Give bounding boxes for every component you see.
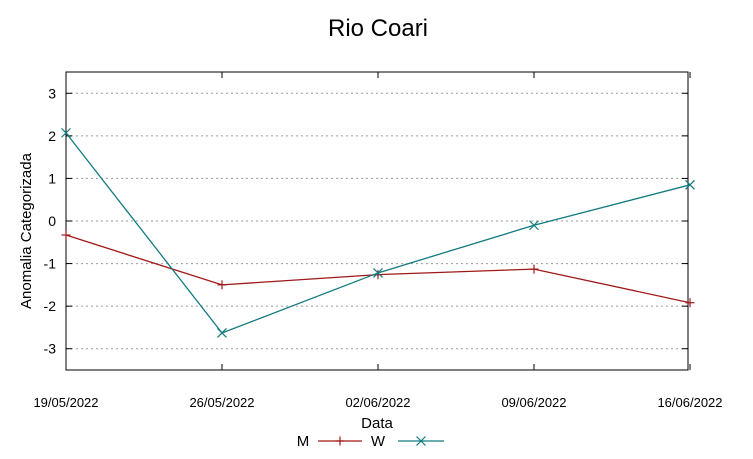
y-tick-label: -1 bbox=[44, 256, 57, 272]
series-layer bbox=[61, 127, 695, 338]
grid-lines bbox=[66, 92, 688, 350]
x-tick-label: 02/06/2022 bbox=[345, 395, 410, 410]
x-tick-label: 09/06/2022 bbox=[501, 395, 566, 410]
data-point-marker bbox=[529, 220, 539, 231]
data-point-marker bbox=[416, 436, 426, 446]
legend-label: M bbox=[297, 433, 310, 450]
data-point-marker bbox=[373, 268, 383, 278]
y-tick-label: -3 bbox=[44, 341, 57, 357]
y-tick-label: 1 bbox=[48, 170, 56, 186]
data-point-marker bbox=[217, 328, 227, 338]
data-point-marker bbox=[685, 179, 695, 190]
legend-label: W bbox=[371, 433, 386, 450]
legend-item-M: M bbox=[297, 433, 362, 450]
y-axis-ticks: 3 2 1 0 -1 -2 -3 bbox=[44, 85, 688, 357]
y-tick-label: 0 bbox=[48, 213, 56, 229]
x-tick-label: 19/05/2022 bbox=[33, 395, 98, 410]
series-W bbox=[61, 127, 695, 338]
y-tick-label: -2 bbox=[44, 298, 57, 314]
series-M bbox=[61, 230, 695, 308]
series-line bbox=[65, 132, 691, 334]
x-axis-ticks: 19/05/2022 26/05/2022 02/06/2022 09/06/2022… bbox=[33, 72, 723, 410]
y-tick-label: 3 bbox=[48, 85, 56, 101]
series-line bbox=[65, 234, 691, 304]
legend-item-W: W bbox=[371, 433, 444, 450]
x-tick-label: 26/05/2022 bbox=[189, 395, 254, 410]
x-tick-label: 16/06/2022 bbox=[657, 395, 722, 410]
y-axis-label: Anomalia Categorizada bbox=[18, 152, 35, 309]
x-axis-label: Data bbox=[361, 415, 393, 432]
y-tick-label: 2 bbox=[48, 128, 56, 144]
chart-title: Rio Coari bbox=[328, 15, 428, 42]
data-point-marker bbox=[61, 127, 71, 138]
